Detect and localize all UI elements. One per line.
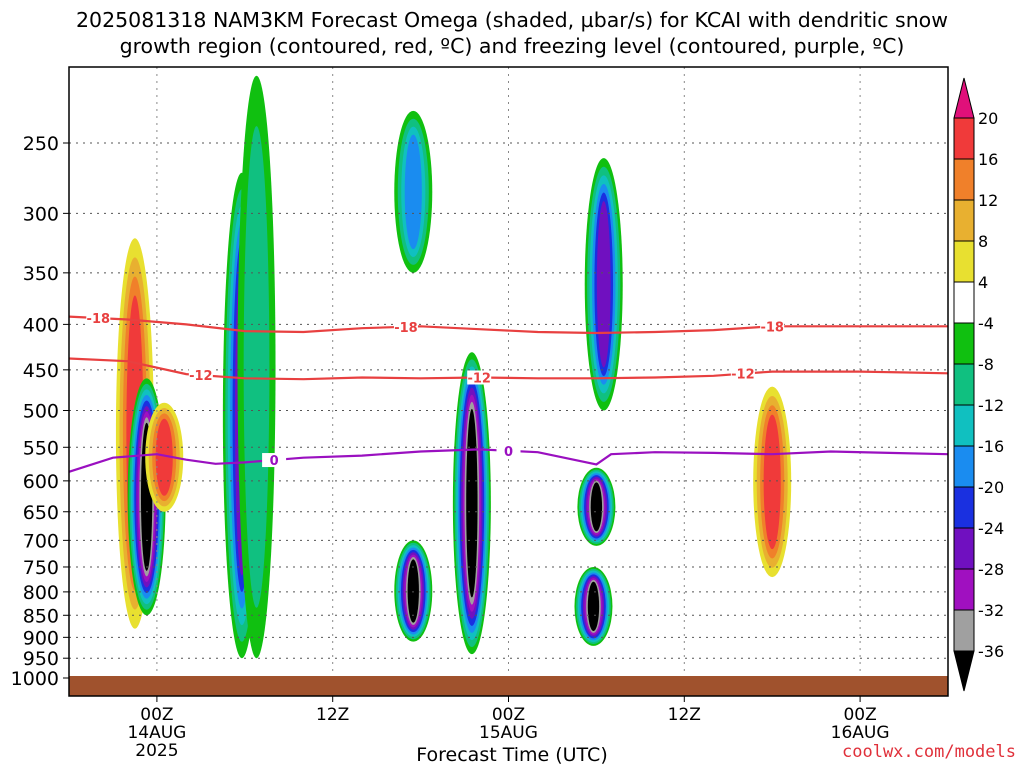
colorbar-band-2 [953, 158, 975, 201]
x-tick-date-2025-08-14T00Z: 14AUG [127, 723, 186, 743]
colorbar-label-7: -12 [978, 396, 1004, 415]
colorbar-label-0: 20 [978, 109, 998, 128]
freezing-level-label-0: 0 [270, 454, 279, 469]
colorbar-label-10: -24 [978, 519, 1004, 538]
isotherm-minus-18 [69, 315, 948, 335]
x-tick-year-2025-08-14T00Z: 2025 [135, 741, 178, 761]
y-tick-label-850: 850 [23, 605, 59, 627]
y-axis: 2503003504004505005506006507007508008509… [11, 133, 69, 690]
y-tick-label-550: 550 [23, 437, 59, 459]
y-tick-label-800: 800 [23, 582, 59, 604]
colorbar-label-3: 8 [978, 232, 988, 251]
isotherm-minus-18-label-bg-2 [760, 319, 785, 334]
isotherm-minus-18-label-2: -18 [760, 320, 784, 335]
colorbar-band-4 [953, 240, 975, 283]
colorbar-label-6: -8 [978, 355, 994, 374]
colorbar-band-12 [953, 568, 975, 611]
colorbar-band-9 [953, 445, 975, 488]
omega-cell-7-band-8 [466, 408, 478, 598]
colorbar-band-10 [953, 486, 975, 529]
y-tick-label-300: 300 [23, 203, 59, 225]
x-tick-label-2025-08-16T00Z: 00Z [843, 705, 876, 725]
isotherm-minus-12-label-2: -12 [731, 368, 755, 383]
colorbar-top-triangle [953, 77, 975, 119]
freezing-level-label-bg-1 [496, 443, 521, 458]
x-tick-date-2025-08-16T00Z: 16AUG [831, 723, 890, 743]
omega-cell-9-band-8 [587, 581, 600, 632]
omega-cell-6-band-8 [407, 559, 419, 623]
y-tick-label-250: 250 [23, 133, 59, 155]
temperature-contours: -18 -18 -18 -12 -12 -12 0 0 [69, 311, 948, 473]
colorbar-label-4: 4 [978, 273, 988, 292]
colorbar-label-5: -4 [978, 314, 994, 333]
y-tick-label-350: 350 [23, 263, 59, 285]
y-tick-label-950: 950 [23, 648, 59, 670]
colorbar-band-3 [953, 199, 975, 242]
isotherm-minus-18-label-1: -18 [394, 321, 418, 336]
omega-cell-2-band-3 [155, 418, 173, 496]
isotherm-minus-18-label-bg-1 [393, 319, 418, 334]
colorbar-label-11: -28 [978, 560, 1004, 579]
isotherm-minus-12-label-0: -12 [189, 369, 213, 384]
omega-cell-4-band-1 [243, 126, 270, 608]
freezing-level-label-bg-0 [262, 453, 287, 468]
isotherm-minus-18-label-0: -18 [87, 312, 111, 327]
omega-cell-8-band-8 [590, 482, 603, 532]
colorbar-bottom-triangle [953, 650, 975, 692]
chart-title-line-1: 2025081318 NAM3KM Forecast Omega (shaded… [76, 8, 948, 32]
y-tick-label-650: 650 [23, 502, 59, 524]
y-tick-label-750: 750 [23, 557, 59, 579]
colorbar: 20 16 12 8 4 -4 -8 -12 -16 -20 -24 -28 -32 -36 [953, 77, 1004, 692]
x-tick-label-2025-08-14T12Z: 12Z [316, 705, 349, 725]
x-tick-label-2025-08-15T12Z: 12Z [668, 705, 701, 725]
colorbar-label-13: -36 [978, 642, 1004, 661]
isotherm-minus-12-label-bg-1 [467, 370, 492, 385]
ground-surface [69, 676, 948, 696]
colorbar-label-12: -32 [978, 601, 1004, 620]
colorbar-label-1: 16 [978, 150, 998, 169]
colorbar-band-8 [953, 404, 975, 447]
colorbar-band-5 [953, 281, 975, 324]
x-tick-label-2025-08-14T00Z: 00Z [140, 705, 173, 725]
omega-shading [115, 75, 792, 659]
colorbar-band-1 [953, 117, 975, 160]
credit-text[interactable]: coolwx.com/models [842, 742, 1016, 762]
y-tick-label-450: 450 [23, 360, 59, 382]
colorbar-label-2: 12 [978, 191, 998, 210]
colorbar-label-8: -16 [978, 437, 1004, 456]
colorbar-label-9: -20 [978, 478, 1004, 497]
freezing-level-label-1: 0 [504, 445, 513, 460]
x-tick-label-2025-08-15T00Z: 00Z [492, 705, 525, 725]
x-axis-title: Forecast Time (UTC) [416, 744, 608, 766]
x-tick-date-2025-08-15T00Z: 15AUG [479, 723, 538, 743]
isotherm-minus-12-label-bg-2 [730, 366, 755, 381]
chart-title-line-2: growth region (contoured, red, ºC) and f… [119, 34, 905, 58]
colorbar-band-11 [953, 527, 975, 570]
freezing-level [69, 448, 948, 473]
colorbar-band-13 [953, 609, 975, 652]
omega-cell-5-band-3 [404, 134, 422, 250]
isotherm-minus-12-label-1: -12 [467, 371, 491, 386]
y-tick-label-500: 500 [23, 401, 59, 423]
omega-cell-10-band-5 [596, 201, 611, 368]
omega-cell-11-band-3 [763, 414, 781, 550]
isotherm-minus-12-label-bg-0 [188, 368, 213, 383]
isotherm-minus-18-label-bg-0 [86, 311, 111, 326]
y-tick-label-1000: 1000 [11, 668, 59, 690]
colorbar-band-6 [953, 322, 975, 365]
y-tick-label-400: 400 [23, 314, 59, 336]
y-tick-label-900: 900 [23, 627, 59, 649]
y-tick-label-700: 700 [23, 530, 59, 552]
colorbar-band-7 [953, 363, 975, 406]
y-tick-label-600: 600 [23, 471, 59, 493]
